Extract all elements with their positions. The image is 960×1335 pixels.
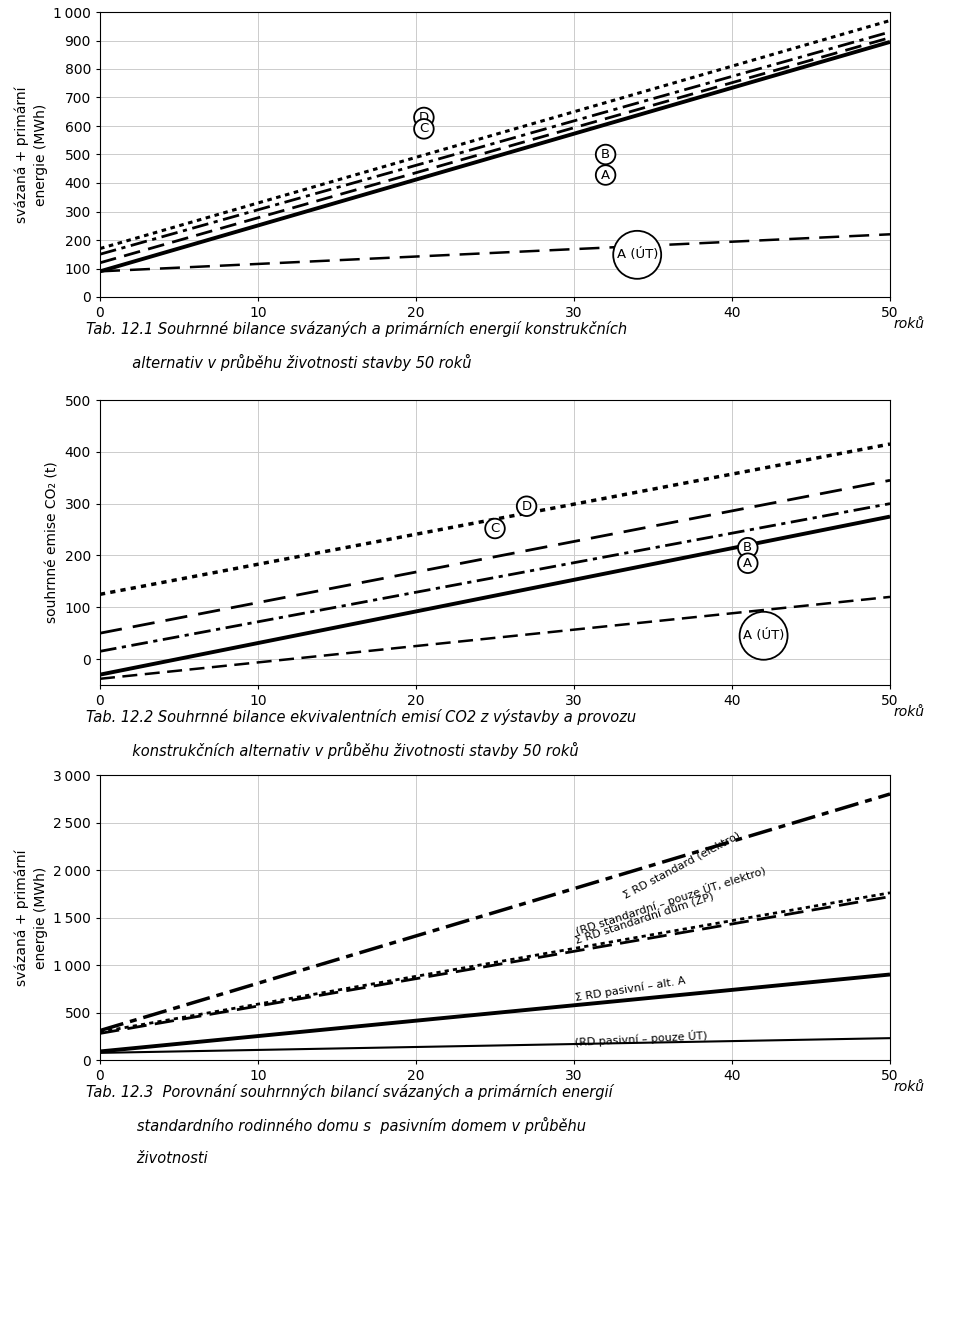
Text: (RD pasivní – pouze ÚT): (RD pasivní – pouze ÚT) — [574, 1029, 708, 1048]
Y-axis label: svázaná + primární
energie (MWh): svázaná + primární energie (MWh) — [14, 849, 48, 985]
Text: D: D — [419, 111, 429, 124]
Text: roků: roků — [894, 316, 924, 331]
Text: D: D — [521, 499, 532, 513]
Text: Tab. 12.2 Souhrnné bilance ekvivalentních emisí CO2 z výstavby a provozu: Tab. 12.2 Souhrnné bilance ekvivalentníc… — [86, 709, 636, 725]
Text: konstrukčních alternativ v průběhu životnosti stavby 50 roků: konstrukčních alternativ v průběhu život… — [86, 742, 579, 760]
Text: standardního rodinného domu s  pasivním domem v průběhu: standardního rodinného domu s pasivním d… — [86, 1117, 587, 1135]
Text: B: B — [743, 541, 753, 554]
Text: Tab. 12.3  Porovnání souhrnných bilancí svázaných a primárních energií: Tab. 12.3 Porovnání souhrnných bilancí s… — [86, 1084, 613, 1100]
Text: roků: roků — [894, 705, 924, 720]
Text: (RD standardní – pouze ÚT, elektro): (RD standardní – pouze ÚT, elektro) — [574, 865, 767, 937]
Y-axis label: svázaná + primární
energie (MWh): svázaná + primární energie (MWh) — [14, 87, 48, 223]
Text: A (ÚT): A (ÚT) — [743, 629, 784, 642]
Text: A: A — [743, 557, 753, 570]
Text: Σ RD pasivní – alt. A: Σ RD pasivní – alt. A — [574, 975, 685, 1003]
Text: Σ RD standard (elektro): Σ RD standard (elektro) — [621, 830, 742, 900]
Text: roků: roků — [894, 1080, 924, 1093]
Text: C: C — [420, 123, 428, 135]
Text: B: B — [601, 148, 611, 162]
Text: Tab. 12.1 Souhrnné bilance svázaných a primárních energií konstrukčních: Tab. 12.1 Souhrnné bilance svázaných a p… — [86, 320, 628, 336]
Text: alternativ v průběhu životnosti stavby 50 roků: alternativ v průběhu životnosti stavby 5… — [86, 354, 472, 371]
Y-axis label: souhrnné emise CO₂ (t): souhrnné emise CO₂ (t) — [45, 462, 60, 623]
Text: A: A — [601, 168, 611, 182]
Text: životnosti: životnosti — [86, 1151, 208, 1165]
Text: A (ÚT): A (ÚT) — [616, 248, 658, 262]
Text: Σ RD standardní dům (ZP): Σ RD standardní dům (ZP) — [574, 892, 715, 947]
Text: C: C — [491, 522, 499, 535]
